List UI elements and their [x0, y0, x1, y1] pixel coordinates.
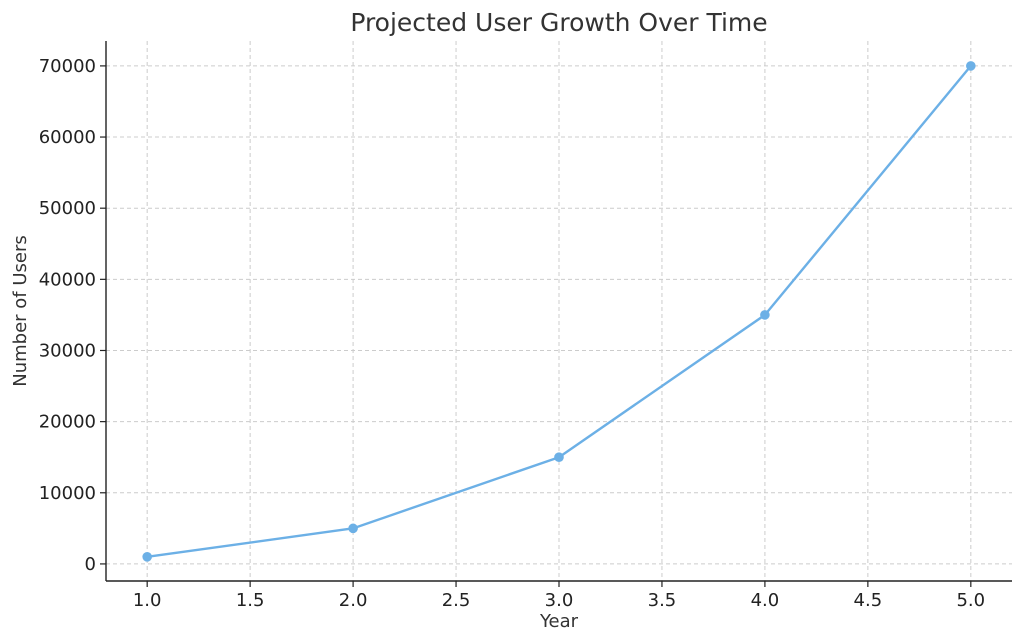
x-ticks: 1.0 1.5 2.0 2.5 3.0 3.5 4.0 4.5 5.0: [133, 581, 985, 611]
grid: [106, 41, 1012, 581]
x-tick-label: 3.0: [545, 590, 574, 611]
y-tick-label: 60000: [39, 127, 96, 148]
y-tick-label: 0: [85, 554, 96, 575]
y-ticks: 0 10000 20000 30000 40000 50000 60000 70000: [39, 56, 106, 575]
y-axis-label: Number of Users: [10, 235, 31, 387]
y-tick-label: 10000: [39, 483, 96, 504]
x-tick-label: 2.5: [442, 590, 471, 611]
data-point: [142, 552, 152, 562]
y-tick-label: 30000: [39, 340, 96, 361]
x-tick-label: 1.5: [236, 590, 265, 611]
x-tick-label: 1.0: [133, 590, 162, 611]
x-axis-label: Year: [539, 611, 579, 632]
x-tick-label: 2.0: [339, 590, 368, 611]
y-tick-label: 40000: [39, 269, 96, 290]
y-tick-label: 50000: [39, 198, 96, 219]
series: [142, 61, 976, 562]
y-tick-label: 70000: [39, 56, 96, 77]
chart-title: Projected User Growth Over Time: [350, 8, 767, 37]
x-tick-label: 4.5: [854, 590, 883, 611]
data-point: [554, 452, 564, 463]
x-tick-label: 5.0: [956, 590, 985, 611]
data-point: [348, 523, 358, 534]
data-point: [966, 61, 976, 71]
x-tick-label: 4.0: [751, 590, 780, 611]
x-tick-label: 3.5: [648, 590, 677, 611]
y-tick-label: 20000: [39, 412, 96, 433]
data-point: [760, 310, 770, 320]
